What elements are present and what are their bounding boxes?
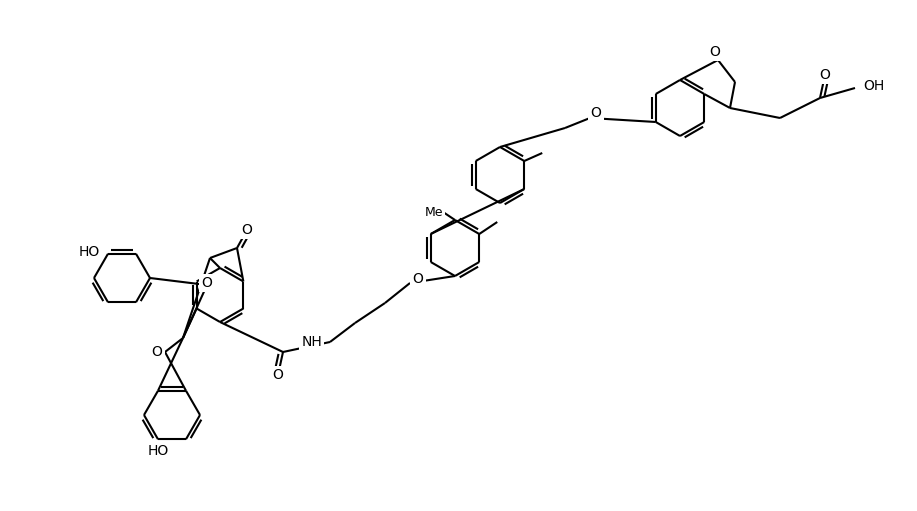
Text: HO: HO: [148, 444, 169, 458]
Text: OH: OH: [863, 79, 884, 93]
Text: O: O: [591, 106, 602, 120]
Text: O: O: [820, 68, 831, 82]
Text: O: O: [272, 368, 283, 382]
Text: O: O: [151, 345, 162, 359]
Text: HO: HO: [79, 245, 100, 259]
Text: O: O: [710, 45, 721, 59]
Text: O: O: [241, 223, 252, 237]
Text: O: O: [202, 276, 213, 290]
Text: Me: Me: [425, 205, 443, 219]
Text: O: O: [413, 272, 424, 286]
Text: NH: NH: [302, 335, 322, 349]
